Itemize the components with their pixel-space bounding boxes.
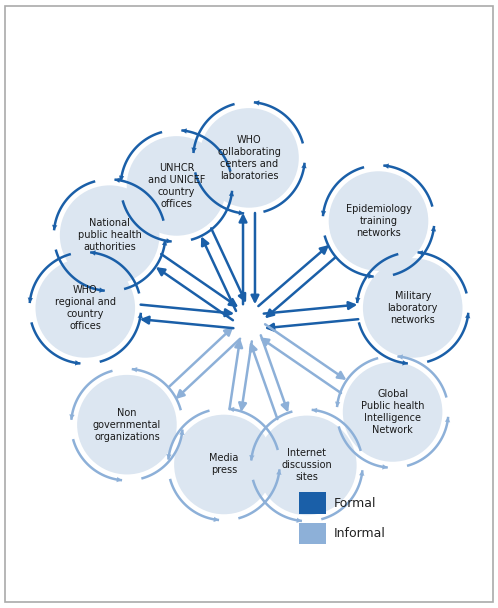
Text: Global
Public health
Intelligence
Network: Global Public health Intelligence Networ… (361, 389, 424, 435)
Ellipse shape (126, 136, 226, 236)
Text: Informal: Informal (334, 527, 385, 540)
Ellipse shape (363, 258, 463, 358)
Text: Formal: Formal (334, 497, 376, 510)
Text: WHO
regional and
country
offices: WHO regional and country offices (55, 285, 116, 331)
Ellipse shape (257, 416, 357, 515)
Text: Military
laboratory
networks: Military laboratory networks (387, 291, 438, 325)
Text: WHO
collaborating
centers and
laboratories: WHO collaborating centers and laboratori… (217, 135, 281, 181)
Circle shape (238, 309, 260, 336)
Text: Non
governmental
organizations: Non governmental organizations (93, 408, 161, 441)
Ellipse shape (60, 185, 159, 285)
Ellipse shape (329, 171, 428, 271)
Ellipse shape (199, 108, 299, 208)
Text: Epidemiology
training
networks: Epidemiology training networks (346, 204, 411, 238)
Ellipse shape (174, 415, 274, 514)
Text: UNHCR
and UNICEF
country
offices: UNHCR and UNICEF country offices (148, 163, 205, 209)
Text: Media
press: Media press (209, 454, 239, 475)
Ellipse shape (343, 362, 442, 461)
Ellipse shape (77, 375, 177, 474)
Text: National
public health
authorities: National public health authorities (78, 218, 141, 252)
Bar (299, 523, 326, 544)
Ellipse shape (35, 258, 135, 358)
Bar (299, 492, 326, 514)
Text: Internet
discussion
sites: Internet discussion sites (281, 448, 332, 482)
FancyBboxPatch shape (5, 6, 493, 602)
